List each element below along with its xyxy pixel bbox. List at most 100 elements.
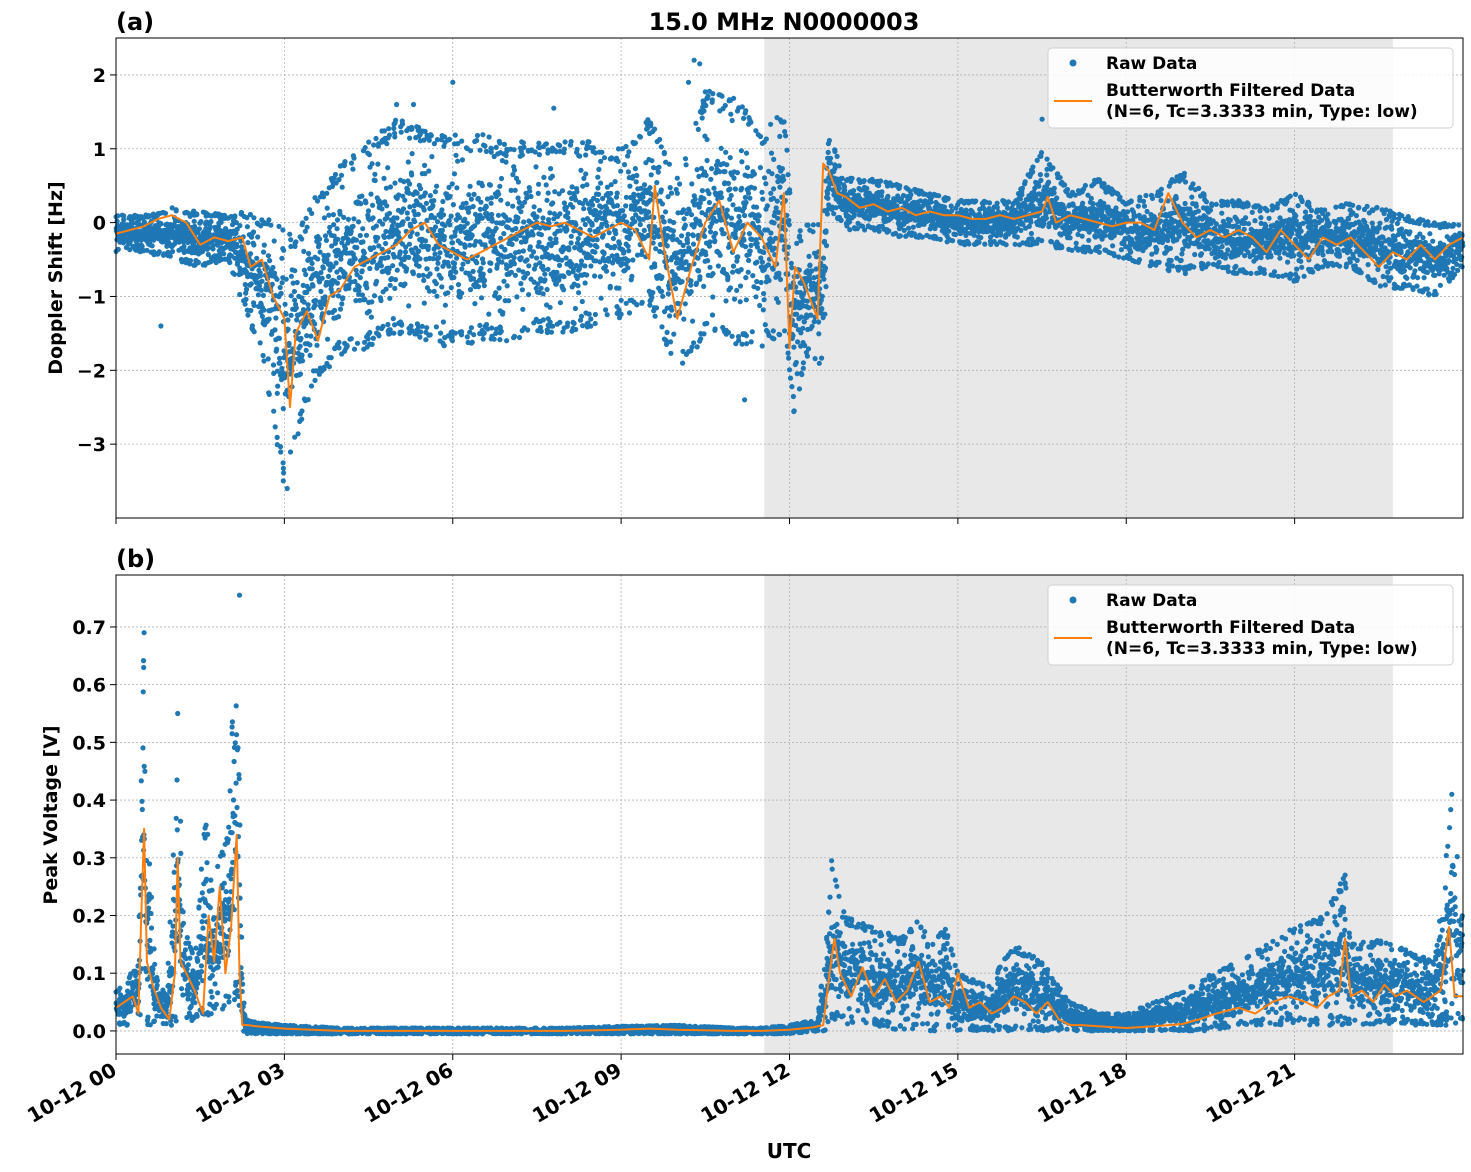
raw-data-point xyxy=(483,204,489,210)
raw-data-point xyxy=(682,301,688,307)
raw-data-point xyxy=(259,278,265,284)
raw-data-point xyxy=(234,226,240,232)
raw-data-point xyxy=(570,204,576,210)
raw-data-point xyxy=(276,335,282,341)
raw-data-point xyxy=(452,260,458,267)
raw-data-point xyxy=(621,213,627,219)
raw-data-point xyxy=(628,231,634,237)
raw-data-point xyxy=(498,197,504,203)
raw-data-point xyxy=(771,156,777,162)
raw-data-point xyxy=(727,155,733,161)
raw-data-point xyxy=(1394,220,1400,227)
raw-data-point xyxy=(477,206,483,212)
raw-data-point xyxy=(652,264,658,270)
raw-data-point xyxy=(728,215,735,221)
raw-data-point xyxy=(440,319,446,325)
raw-data-point xyxy=(260,292,266,298)
raw-data-point xyxy=(739,159,745,165)
raw-data-point xyxy=(243,286,250,292)
raw-data-point xyxy=(703,252,709,258)
raw-data-point xyxy=(513,225,519,232)
raw-data-point xyxy=(627,183,633,189)
raw-data-point xyxy=(548,166,554,172)
raw-data-point xyxy=(354,244,360,251)
raw-data-point xyxy=(614,203,621,209)
raw-data-point xyxy=(500,220,506,226)
raw-data-point xyxy=(594,197,601,204)
raw-data-point xyxy=(946,228,952,234)
raw-data-point xyxy=(743,275,749,281)
raw-data-point xyxy=(424,266,430,272)
raw-data-point xyxy=(1305,244,1311,250)
raw-data-point xyxy=(493,225,499,231)
raw-data-point xyxy=(745,190,752,196)
raw-data-point xyxy=(387,295,393,301)
raw-data-point xyxy=(681,316,687,322)
raw-data-point xyxy=(440,198,446,205)
raw-data-point xyxy=(251,302,257,308)
raw-data-point xyxy=(1176,233,1182,239)
raw-data-point xyxy=(656,164,662,170)
raw-data-point xyxy=(258,287,264,293)
raw-data-point xyxy=(454,255,460,261)
raw-data-point xyxy=(387,282,393,288)
raw-data-point xyxy=(267,258,273,264)
raw-data-point xyxy=(690,241,697,247)
raw-data-point xyxy=(285,326,291,332)
raw-data-point xyxy=(725,274,731,280)
raw-data-point xyxy=(369,161,375,167)
raw-data-point xyxy=(761,291,767,297)
raw-data-point xyxy=(524,257,530,263)
raw-data-point xyxy=(277,360,283,366)
raw-data-point xyxy=(584,182,590,188)
raw-data-point xyxy=(158,221,164,227)
raw-data-point xyxy=(690,318,696,324)
raw-data-point xyxy=(610,235,617,242)
raw-data-point xyxy=(518,209,524,215)
raw-data-point xyxy=(668,190,675,196)
raw-data-point xyxy=(421,207,427,213)
raw-data-point xyxy=(331,222,337,228)
raw-data-point xyxy=(387,184,394,190)
raw-data-point xyxy=(692,196,698,202)
raw-data-point xyxy=(325,252,331,258)
raw-data-point xyxy=(426,168,432,174)
raw-data-point xyxy=(342,246,349,252)
raw-data-point xyxy=(1043,215,1049,221)
raw-data-point xyxy=(597,210,603,216)
raw-data-point xyxy=(363,200,369,206)
raw-data-point xyxy=(181,243,187,249)
raw-data-point xyxy=(463,200,469,206)
raw-data-point xyxy=(596,166,602,172)
raw-data-point xyxy=(273,315,279,321)
raw-data-point xyxy=(587,227,593,233)
raw-data-point xyxy=(371,245,377,251)
raw-data-point xyxy=(688,289,694,295)
raw-data-point xyxy=(265,356,271,362)
raw-data-point xyxy=(255,292,261,298)
raw-data-point xyxy=(771,186,777,192)
raw-data-point xyxy=(198,219,204,225)
raw-data-point xyxy=(587,242,594,248)
raw-data-point xyxy=(582,280,588,286)
raw-data-point xyxy=(282,301,288,307)
raw-data-point xyxy=(459,266,465,272)
raw-data-point xyxy=(1090,201,1096,207)
raw-data-point xyxy=(978,235,984,241)
raw-data-point xyxy=(1051,190,1057,196)
raw-data-point xyxy=(318,270,324,276)
raw-data-point xyxy=(746,231,753,237)
raw-data-point xyxy=(751,185,758,191)
raw-data-point xyxy=(298,335,304,341)
raw-data-point xyxy=(203,226,209,232)
raw-data-point xyxy=(365,208,372,214)
raw-data-point xyxy=(1102,233,1108,239)
raw-data-point xyxy=(466,192,472,198)
raw-data-point xyxy=(1110,243,1116,249)
raw-data-point xyxy=(1037,172,1043,178)
raw-data-point xyxy=(718,145,724,151)
raw-data-point xyxy=(1189,194,1195,200)
raw-data-point xyxy=(470,268,476,274)
raw-data-point xyxy=(660,293,666,299)
